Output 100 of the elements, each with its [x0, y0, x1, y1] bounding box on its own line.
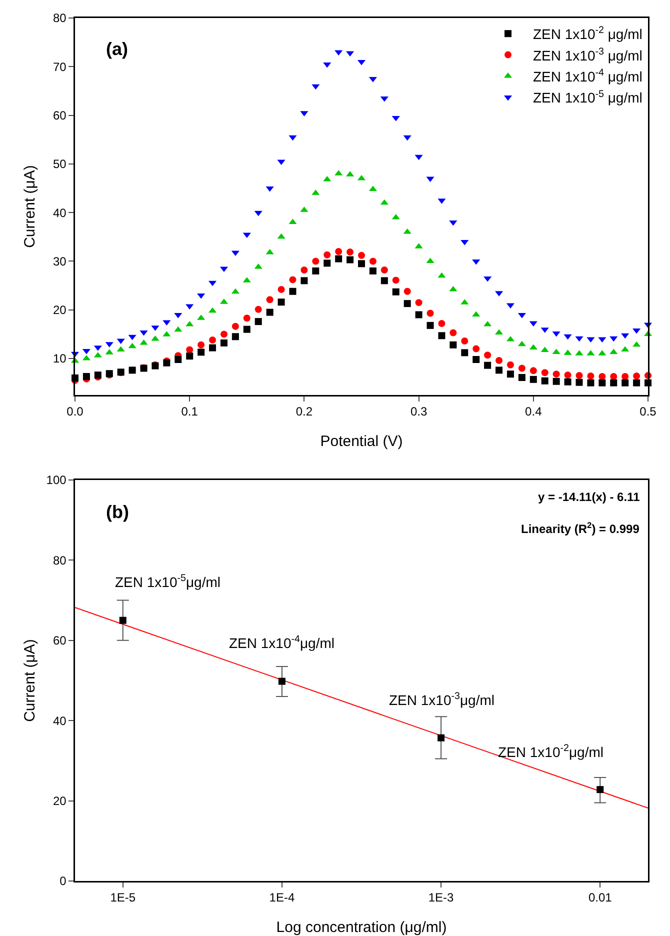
point: [426, 322, 434, 329]
point: [415, 311, 422, 318]
point: [128, 342, 136, 348]
point: [404, 288, 411, 295]
point: [484, 320, 492, 326]
point: [610, 379, 618, 386]
point: [564, 372, 572, 379]
point: [243, 326, 250, 333]
point: [392, 276, 400, 284]
point: [552, 370, 560, 378]
point: [312, 258, 320, 265]
point: [186, 346, 194, 354]
annotation: Linearity (R$^{2}$) = 0.999: [521, 520, 640, 536]
point: [530, 367, 537, 374]
point: [472, 345, 480, 352]
point: [186, 352, 194, 360]
point: [174, 312, 182, 318]
point: [438, 734, 445, 742]
point: [575, 336, 584, 342]
point: [414, 154, 423, 160]
point: [358, 260, 365, 268]
point: [209, 336, 216, 344]
point: [438, 332, 446, 340]
x-tick-label: 0.2: [296, 404, 313, 419]
point: [438, 272, 446, 278]
y-axis-title: Current (μA): [22, 165, 39, 248]
point: [288, 218, 297, 224]
x-tick-label: 1E-5: [110, 890, 136, 905]
point: [415, 299, 422, 306]
y-tick-label: 60: [52, 108, 67, 122]
point: [529, 321, 538, 327]
point: [312, 84, 320, 90]
point: [450, 329, 457, 336]
point: [82, 348, 90, 354]
point: [334, 50, 343, 56]
point: [140, 339, 148, 345]
point: [266, 248, 274, 254]
point: [209, 344, 216, 352]
point: [289, 288, 296, 295]
point: [186, 320, 194, 326]
point: [633, 372, 640, 380]
point: [506, 361, 514, 368]
point: [289, 276, 296, 284]
point: [576, 372, 583, 380]
point: [324, 251, 331, 258]
point: [324, 260, 331, 267]
point: [484, 362, 492, 369]
point: [128, 334, 136, 340]
point: [243, 314, 250, 322]
point: [232, 322, 239, 330]
point: [312, 267, 320, 274]
point: [335, 248, 342, 255]
point: [116, 338, 125, 344]
point: [174, 326, 182, 332]
point: [174, 356, 182, 363]
point: [220, 330, 228, 338]
point: [369, 258, 376, 265]
point: [392, 116, 400, 122]
annotation: (a): [106, 39, 128, 59]
x-tick-label: 0.0: [66, 404, 84, 419]
point: [300, 266, 308, 274]
point: [496, 366, 503, 374]
point: [254, 318, 262, 326]
x-axis-title: Log concentration (μg/ml): [276, 919, 447, 936]
point: [461, 338, 468, 344]
point: [119, 616, 126, 624]
point: [198, 341, 205, 348]
point: [358, 252, 365, 259]
point: [266, 296, 274, 304]
point: [472, 259, 480, 265]
y-tick-label: 80: [52, 553, 67, 568]
point: [392, 214, 400, 220]
point: [610, 336, 618, 342]
y-tick-label: 20: [52, 794, 67, 808]
point: [530, 376, 537, 383]
point: [564, 378, 572, 386]
point: [576, 378, 583, 386]
legend-label: ZEN 1x10$^{-5}$ μg/ml: [533, 88, 642, 106]
point: [552, 378, 560, 385]
x-tick-label: 0.3: [410, 404, 428, 419]
point: [277, 233, 286, 239]
annotation: (b): [106, 502, 129, 522]
point: [541, 377, 548, 384]
point: [518, 312, 526, 318]
point: [587, 372, 594, 380]
point: [220, 339, 228, 346]
y-tick-label: 10: [52, 352, 67, 366]
annotation: ZEN 1x10$^{-5}$μg/ml: [115, 573, 220, 590]
point: [116, 346, 125, 352]
point: [404, 300, 411, 308]
point: [323, 62, 332, 68]
annotation: ZEN 1x10$^{-3}$μg/ml: [389, 691, 494, 708]
y-tick-label: 100: [46, 473, 67, 488]
point: [392, 288, 400, 296]
point: [496, 356, 503, 364]
point: [254, 210, 262, 216]
point: [254, 306, 262, 313]
point: [598, 379, 606, 386]
y-tick-label: 40: [52, 714, 67, 728]
x-tick-label: 0.4: [525, 404, 542, 419]
